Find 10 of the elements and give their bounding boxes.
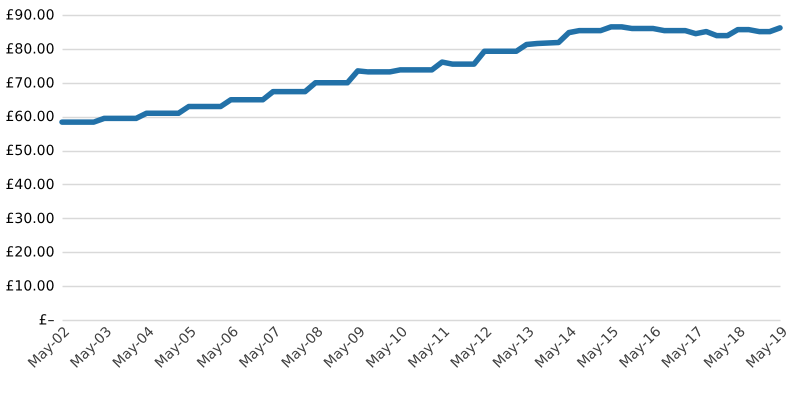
y-tick-label: £50.00 [6, 143, 54, 160]
y-tick-label: £70.00 [6, 75, 54, 92]
y-tick-label: £10.00 [6, 278, 54, 295]
y-tick-label: £60.00 [6, 109, 54, 126]
y-tick-label: £80.00 [6, 41, 54, 58]
y-tick-label: £90.00 [6, 8, 54, 24]
y-tick-label: £20.00 [6, 244, 54, 261]
y-tick-label: £– [38, 312, 54, 328]
y-tick-label: £30.00 [6, 210, 54, 227]
y-tick-label: £40.00 [6, 176, 54, 193]
